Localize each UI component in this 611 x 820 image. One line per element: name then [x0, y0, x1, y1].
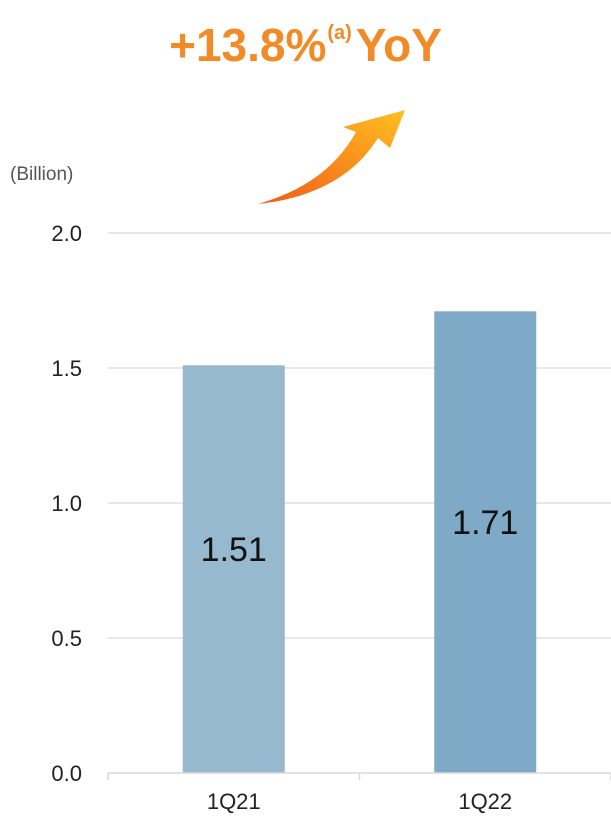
data-label: 1.51 — [201, 531, 267, 569]
footnote-marker: (a) — [327, 22, 352, 44]
bars — [182, 311, 537, 773]
y-axis-tick-labels: 0.0 0.5 1.0 1.5 2.0 — [51, 221, 82, 786]
growth-headline: +13.8%(a)YoY — [0, 18, 611, 72]
x-axis-tick-labels: 1Q21 1Q22 — [207, 789, 512, 814]
growth-value: +13.8% — [169, 19, 327, 71]
data-labels: 1.51 1.71 — [201, 504, 519, 569]
y-tick-label: 1.0 — [51, 491, 82, 516]
y-tick-label: 0.5 — [51, 626, 82, 651]
growth-suffix: YoY — [355, 19, 442, 71]
bar-1q21 — [182, 365, 285, 773]
data-label: 1.71 — [452, 504, 518, 542]
bar-1q22 — [434, 311, 537, 773]
trend-arrow-icon — [258, 110, 405, 204]
x-axis — [107, 772, 611, 780]
y-tick-label: 0.0 — [51, 761, 82, 786]
unit-label: (Billion) — [10, 164, 74, 185]
y-tick-label: 1.5 — [51, 356, 82, 381]
x-tick-label: 1Q22 — [458, 789, 512, 814]
y-tick-label: 2.0 — [51, 221, 82, 246]
x-tick-label: 1Q21 — [207, 789, 261, 814]
